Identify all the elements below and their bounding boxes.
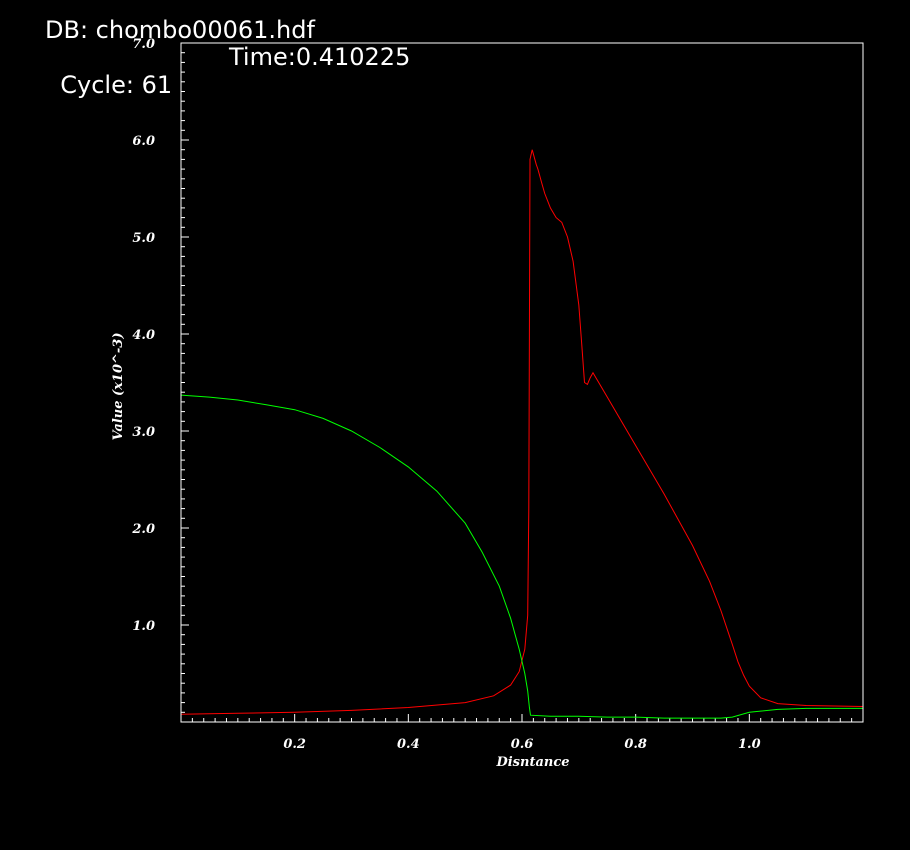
x-tick-label: 0.4 [397, 737, 420, 752]
cycle-time-line: Cycle: 61 Time:0.410225 [45, 43, 410, 127]
axis-ticks [180, 42, 864, 723]
x-tick-label: 0.8 [624, 737, 647, 752]
y-axis-title: Value (x10^-3) [111, 333, 126, 441]
y-tick-label: 4.0 [132, 328, 155, 343]
x-tick-labels: 0.2 0.4 0.6 0.8 1.0 [283, 737, 760, 752]
y-tick-label: 6.0 [132, 134, 155, 149]
series-line-2 [180, 394, 863, 719]
x-tick-label: 1.0 [738, 737, 761, 752]
x-axis-title: Disntance [495, 755, 569, 770]
y-tick-label: 7.0 [132, 37, 155, 52]
x-tick-label: 0.6 [511, 737, 534, 752]
y-tick-labels: 1.0 2.0 3.0 4.0 5.0 6.0 7.0 [131, 37, 155, 634]
cycle-label: Cycle: 61 [60, 71, 173, 99]
y-tick-label: 3.0 [132, 425, 155, 440]
plot-frame [180, 42, 864, 723]
x-tick-label: 0.2 [283, 737, 306, 752]
database-label: DB: chombo00061.hdf [45, 16, 315, 44]
y-tick-label: 1.0 [132, 619, 155, 634]
series-layer [180, 149, 864, 719]
time-label: Time:0.410225 [229, 43, 411, 71]
y-tick-label: 2.0 [131, 522, 155, 537]
y-tick-label: 5.0 [132, 231, 155, 246]
series-line-1 [180, 149, 864, 715]
